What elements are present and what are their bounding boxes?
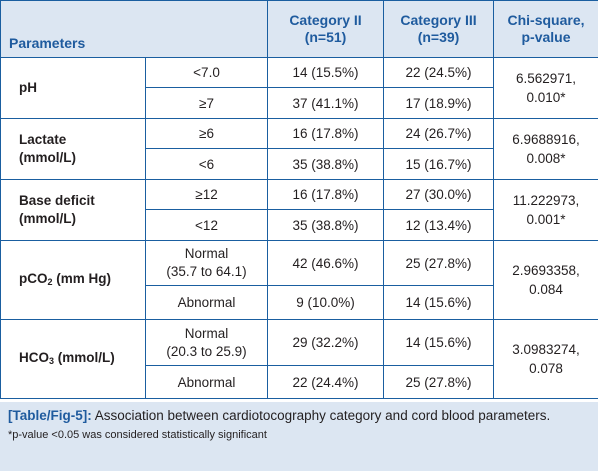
category-iii-cell: 17 (18.9%) <box>383 87 494 119</box>
table-row: ≥7 37 (41.1%) 17 (18.9%) <box>1 87 598 119</box>
table-row: Lactate (mmol/L) ≥6 16 (17.8%) 24 (26.7%… <box>0 118 598 180</box>
level-range: (20.3 to 25.9) <box>166 343 247 359</box>
header-parameters: Parameters <box>0 0 268 58</box>
caption-tag: [Table/Fig-5]: <box>8 408 92 423</box>
category-iii-cell: 15 (16.7%) <box>383 148 494 180</box>
header-category-ii-n: (n=51) <box>304 29 347 45</box>
p-value: 0.084 <box>529 282 563 297</box>
p-value: 0.010* <box>526 90 566 105</box>
param-pco2: pCO2 (mm Hg) <box>0 240 146 320</box>
param-unit: (mmol/L) <box>19 150 76 165</box>
param-hco3: HCO3 (mmol/L) <box>0 319 146 399</box>
category-ii-cell: 35 (38.8%) <box>267 148 384 180</box>
header-category-iii-n: (n=39) <box>417 29 460 45</box>
category-iii-cell: 14 (15.6%) <box>383 285 494 320</box>
p-value: 0.078 <box>529 361 563 376</box>
category-iii-cell: 25 (27.8%) <box>383 365 494 399</box>
category-ii-cell: 42 (46.6%) <box>267 240 384 286</box>
chi-square-cell: 6.562971, 0.010* <box>493 57 598 119</box>
level-cell: <12 <box>145 209 268 241</box>
caption-text-block: [Table/Fig-5]: Association between cardi… <box>8 407 592 425</box>
chi-square-cell: 2.9693358, 0.084 <box>493 240 598 320</box>
level-cell: ≥6 <box>145 118 268 149</box>
param-lactate: Lactate (mmol/L) <box>0 118 146 180</box>
chi-square-cell: 3.0983274, 0.078 <box>493 319 598 399</box>
level-cell: Normal (35.7 to 64.1) <box>145 240 268 286</box>
param-subscript: 2 <box>47 276 53 287</box>
param-label: pH <box>19 80 37 95</box>
results-table: Parameters Category II (n=51) Category I… <box>0 0 598 399</box>
category-iii-cell: 24 (26.7%) <box>383 118 494 149</box>
caption-text: Association between cardiotocography cat… <box>91 408 551 423</box>
chi-square-value: 3.0983274, <box>512 342 580 357</box>
table-row: <6 35 (38.8%) 15 (16.7%) <box>1 148 598 180</box>
param-unit: (mm Hg) <box>52 270 112 286</box>
caption-footnote: *p-value <0.05 was considered statistica… <box>8 429 267 441</box>
header-category-iii: Category III (n=39) <box>383 0 494 58</box>
level-cell: ≥7 <box>145 87 268 119</box>
chi-square-value: 2.9693358, <box>512 263 580 278</box>
category-ii-cell: 16 (17.8%) <box>267 179 384 210</box>
level-label: Normal <box>184 246 229 261</box>
table-caption: [Table/Fig-5]: Association between cardi… <box>0 402 598 471</box>
category-ii-cell: 22 (24.4%) <box>267 365 384 399</box>
table-row: Abnormal 22 (24.4%) 25 (27.8%) <box>1 365 598 399</box>
category-iii-cell: 12 (13.4%) <box>383 209 494 241</box>
p-value: 0.008* <box>526 151 566 166</box>
param-subscript: 3 <box>49 355 55 366</box>
category-iii-cell: 14 (15.6%) <box>383 319 494 366</box>
level-label: Normal <box>184 325 229 341</box>
param-unit: (mmol/L) <box>54 349 115 365</box>
level-cell: <7.0 <box>145 57 268 88</box>
category-ii-cell: 14 (15.5%) <box>267 57 384 88</box>
header-chi-square-title: Chi-square, <box>507 12 585 28</box>
header-category-ii: Category II (n=51) <box>267 0 384 58</box>
header-p-value-title: p-value <box>521 29 571 45</box>
param-label: HCO <box>19 349 49 365</box>
category-ii-cell: 35 (38.8%) <box>267 209 384 241</box>
param-ph: pH <box>0 57 146 119</box>
param-label: Lactate <box>19 132 67 147</box>
table-row: pCO2 (mm Hg) Normal (35.7 to 64.1) 42 (4… <box>0 240 598 320</box>
header-category-ii-title: Category II <box>289 12 362 28</box>
category-ii-cell: 9 (10.0%) <box>267 285 384 320</box>
category-iii-cell: 22 (24.5%) <box>383 57 494 88</box>
level-cell: Abnormal <box>145 285 268 320</box>
table-row: <12 35 (38.8%) 12 (13.4%) <box>1 209 598 241</box>
level-cell: <6 <box>145 148 268 180</box>
chi-square-value: 6.562971, <box>515 71 577 86</box>
table-row: Base deficit (mmol/L) ≥12 16 (17.8%) 27 … <box>0 179 598 241</box>
param-label: pCO <box>19 270 48 286</box>
category-ii-cell: 29 (32.2%) <box>267 319 384 366</box>
category-ii-cell: 16 (17.8%) <box>267 118 384 149</box>
chi-square-cell: 11.222973, 0.001* <box>493 179 598 241</box>
level-range: (35.7 to 64.1) <box>166 264 247 279</box>
level-cell: ≥12 <box>145 179 268 210</box>
header-category-iii-title: Category III <box>400 12 477 28</box>
category-iii-cell: 27 (30.0%) <box>383 179 494 210</box>
category-iii-cell: 25 (27.8%) <box>383 240 494 286</box>
chi-square-value: 6.9688916, <box>512 132 580 147</box>
level-cell: Normal (20.3 to 25.9) <box>145 319 268 366</box>
category-ii-cell: 37 (41.1%) <box>267 87 384 119</box>
chi-square-cell: 6.9688916, 0.008* <box>493 118 598 180</box>
level-cell: Abnormal <box>145 365 268 399</box>
header-row: Parameters Category II (n=51) Category I… <box>0 0 598 58</box>
table-row: pH <7.0 14 (15.5%) 22 (24.5%) 6.562971, … <box>0 57 598 119</box>
table-row: HCO3 (mmol/L) Normal (20.3 to 25.9) 29 (… <box>0 319 598 399</box>
p-value: 0.001* <box>526 212 566 227</box>
param-unit: (mmol/L) <box>19 211 76 226</box>
param-label: Base deficit <box>19 193 95 208</box>
header-chi-square: Chi-square, p-value <box>493 0 598 58</box>
chi-square-value: 11.222973, <box>512 193 580 208</box>
param-base-deficit: Base deficit (mmol/L) <box>0 179 146 241</box>
